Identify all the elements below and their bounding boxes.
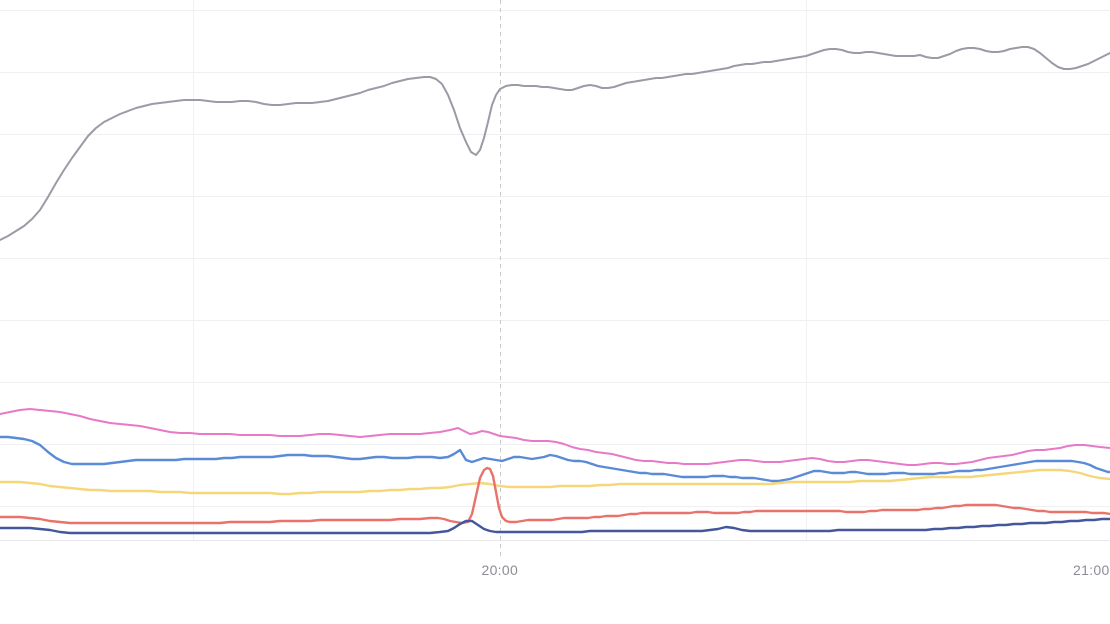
horizontal-gridlines — [0, 10, 1110, 507]
x-tick-label-2100: 21:00 — [1073, 562, 1110, 578]
x-tick-label-2000: 20:00 — [481, 562, 519, 578]
line-series-blue — [0, 435, 1110, 483]
vertical-gridlines — [193, 0, 807, 540]
line-series-navy — [0, 517, 1110, 535]
series-lines — [0, 46, 1110, 535]
line-series-pink — [0, 408, 1110, 466]
line-series-gray — [0, 46, 1110, 241]
line-series-red — [0, 466, 1110, 525]
line-series-yellow — [0, 468, 1110, 496]
